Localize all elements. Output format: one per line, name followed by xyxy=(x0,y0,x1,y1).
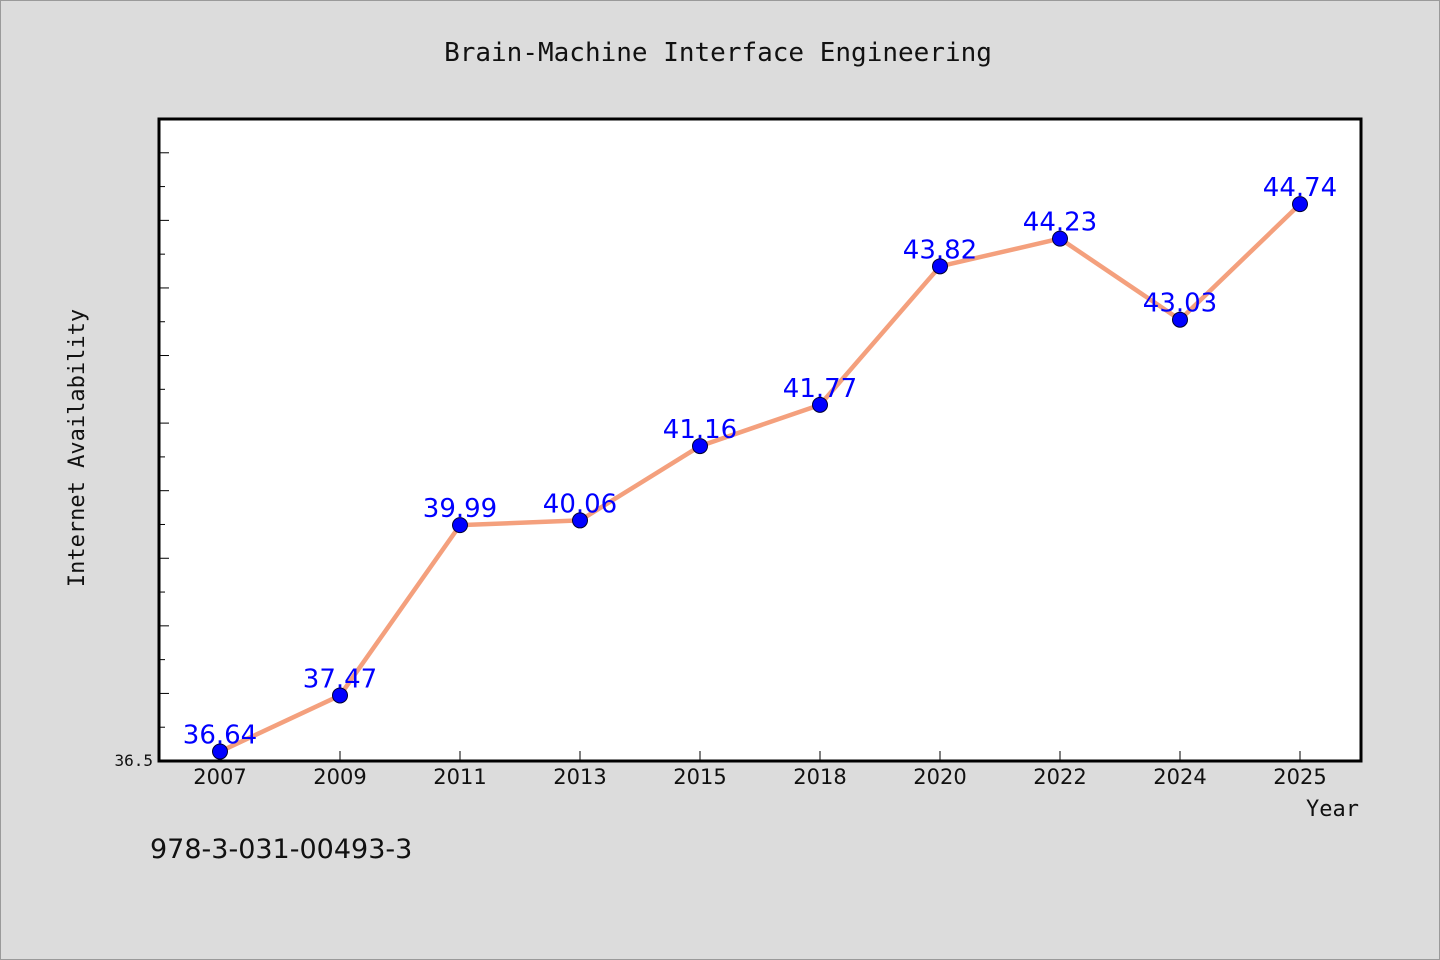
x-tick-label: 2022 xyxy=(1033,765,1086,789)
data-point xyxy=(812,396,828,413)
data-point xyxy=(1292,196,1308,213)
y-tick-label: 36.5 xyxy=(114,751,153,770)
y-axis-label: Internet Availability xyxy=(65,309,90,587)
x-tick-label: 2020 xyxy=(913,765,966,789)
data-point xyxy=(212,743,228,760)
data-label: 40.06 xyxy=(543,489,617,519)
isbn-text: 978-3-031-00493-3 xyxy=(150,834,413,865)
data-label: 44.74 xyxy=(1263,173,1337,203)
data-label: 43.03 xyxy=(1143,289,1217,319)
data-point xyxy=(692,438,708,455)
data-point xyxy=(1172,311,1188,328)
chart-title: Brain-Machine Interface Engineering xyxy=(444,38,992,68)
data-label: 41.77 xyxy=(783,374,857,404)
plot-area xyxy=(157,117,1363,763)
x-tick-label: 2013 xyxy=(553,765,606,789)
x-axis-label: Year xyxy=(1306,797,1359,822)
data-label: 44.23 xyxy=(1023,208,1097,238)
data-point xyxy=(332,687,348,704)
series-line xyxy=(217,201,1303,754)
x-tick-label: 2009 xyxy=(313,765,366,789)
x-tick-label: 2018 xyxy=(793,765,846,789)
x-tick-label: 2007 xyxy=(193,765,246,789)
data-label: 43.82 xyxy=(903,235,977,265)
x-tick-label: 2011 xyxy=(433,765,486,789)
series-group: 36.64 37.47 39.99 40.06 41.16 41.77 43.82 44.23… xyxy=(183,173,1337,760)
data-point xyxy=(932,258,948,275)
data-label: 37.47 xyxy=(303,664,377,694)
x-tick-label: 2024 xyxy=(1153,765,1206,789)
data-point xyxy=(572,512,588,529)
data-point xyxy=(452,517,468,534)
data-label: 39.99 xyxy=(423,494,497,524)
data-point xyxy=(1052,230,1068,247)
x-tick-label: 2025 xyxy=(1273,765,1326,789)
data-label: 41.16 xyxy=(663,415,737,445)
x-tick-label: 2015 xyxy=(673,765,726,789)
x-axis-ticks: 2007 2009 2011 2013 2015 2018 2020 2022 2024 2025 xyxy=(193,751,1327,789)
data-label: 36.64 xyxy=(183,721,257,751)
y-axis-ticks: 36.5 xyxy=(114,118,169,770)
